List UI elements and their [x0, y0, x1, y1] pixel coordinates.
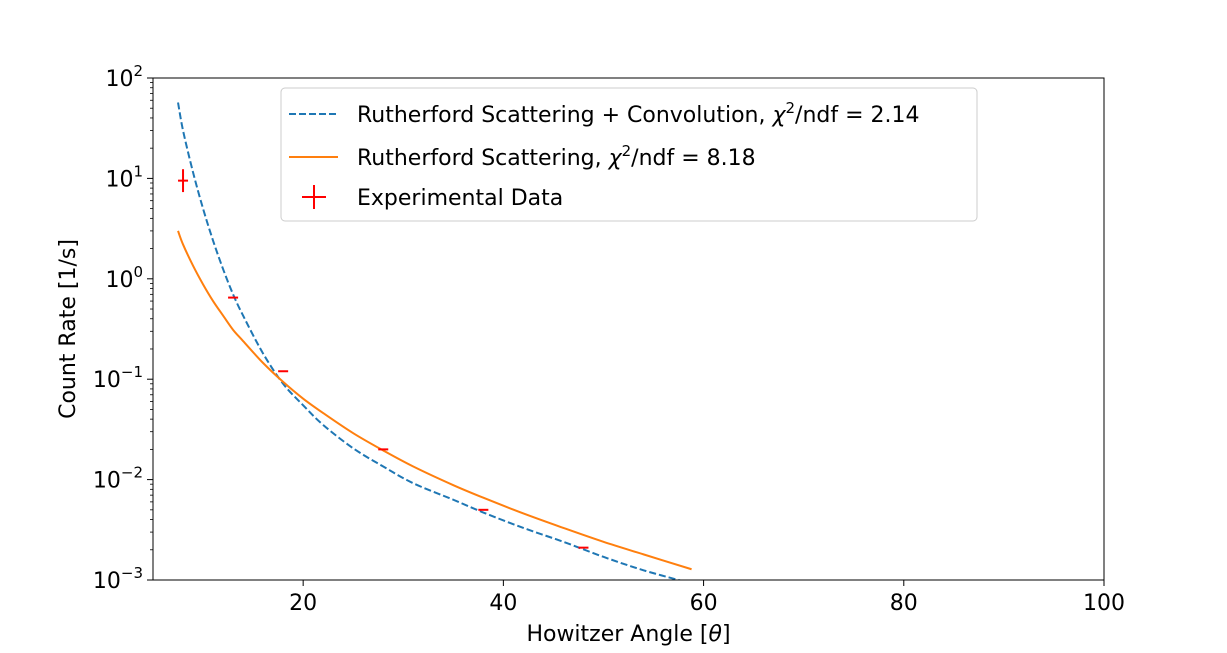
x-tick-label: 60: [690, 591, 718, 616]
legend-label-rutherford: Rutherford Scattering, χ2/ndf = 8.18: [357, 142, 756, 171]
series-line-1: [177, 230, 692, 571]
series-line-0: [177, 102, 683, 580]
y-tick-label: 102: [105, 62, 143, 92]
y-axis-label: Count Rate [1/s]: [56, 239, 81, 419]
experimental-data-points: [178, 169, 589, 549]
x-axis-ticks: 20 40 60 80 100: [289, 580, 1125, 616]
plot-frame: [152, 77, 1105, 581]
legend-label-experimental-data: Experimental Data: [357, 186, 563, 211]
x-tick-label: 80: [890, 591, 918, 616]
y-axis-ticks: 10−3 10−2 10−1 100 101 102: [93, 62, 153, 594]
x-tick-label: 40: [489, 591, 517, 616]
y-tick-label: 10−2: [93, 464, 143, 494]
y-tick-label: 10−1: [93, 363, 143, 393]
data-point: [178, 169, 189, 193]
x-tick-label: 100: [1083, 591, 1125, 616]
legend-label-convolution: Rutherford Scattering + Convolution, χ2/…: [357, 99, 920, 128]
series-layer: [177, 102, 692, 580]
legend-box: [280, 87, 978, 222]
y-tick-label: 100: [105, 263, 143, 293]
x-axis-label: Howitzer Angle [θ]: [526, 622, 730, 647]
legend-swatch-experimental-data: [302, 185, 326, 209]
legend: Rutherford Scattering + Convolution, χ2/…: [280, 87, 978, 222]
y-tick-label: 101: [105, 162, 143, 192]
y-tick-label: 10−3: [93, 564, 143, 594]
x-tick-label: 20: [289, 591, 317, 616]
